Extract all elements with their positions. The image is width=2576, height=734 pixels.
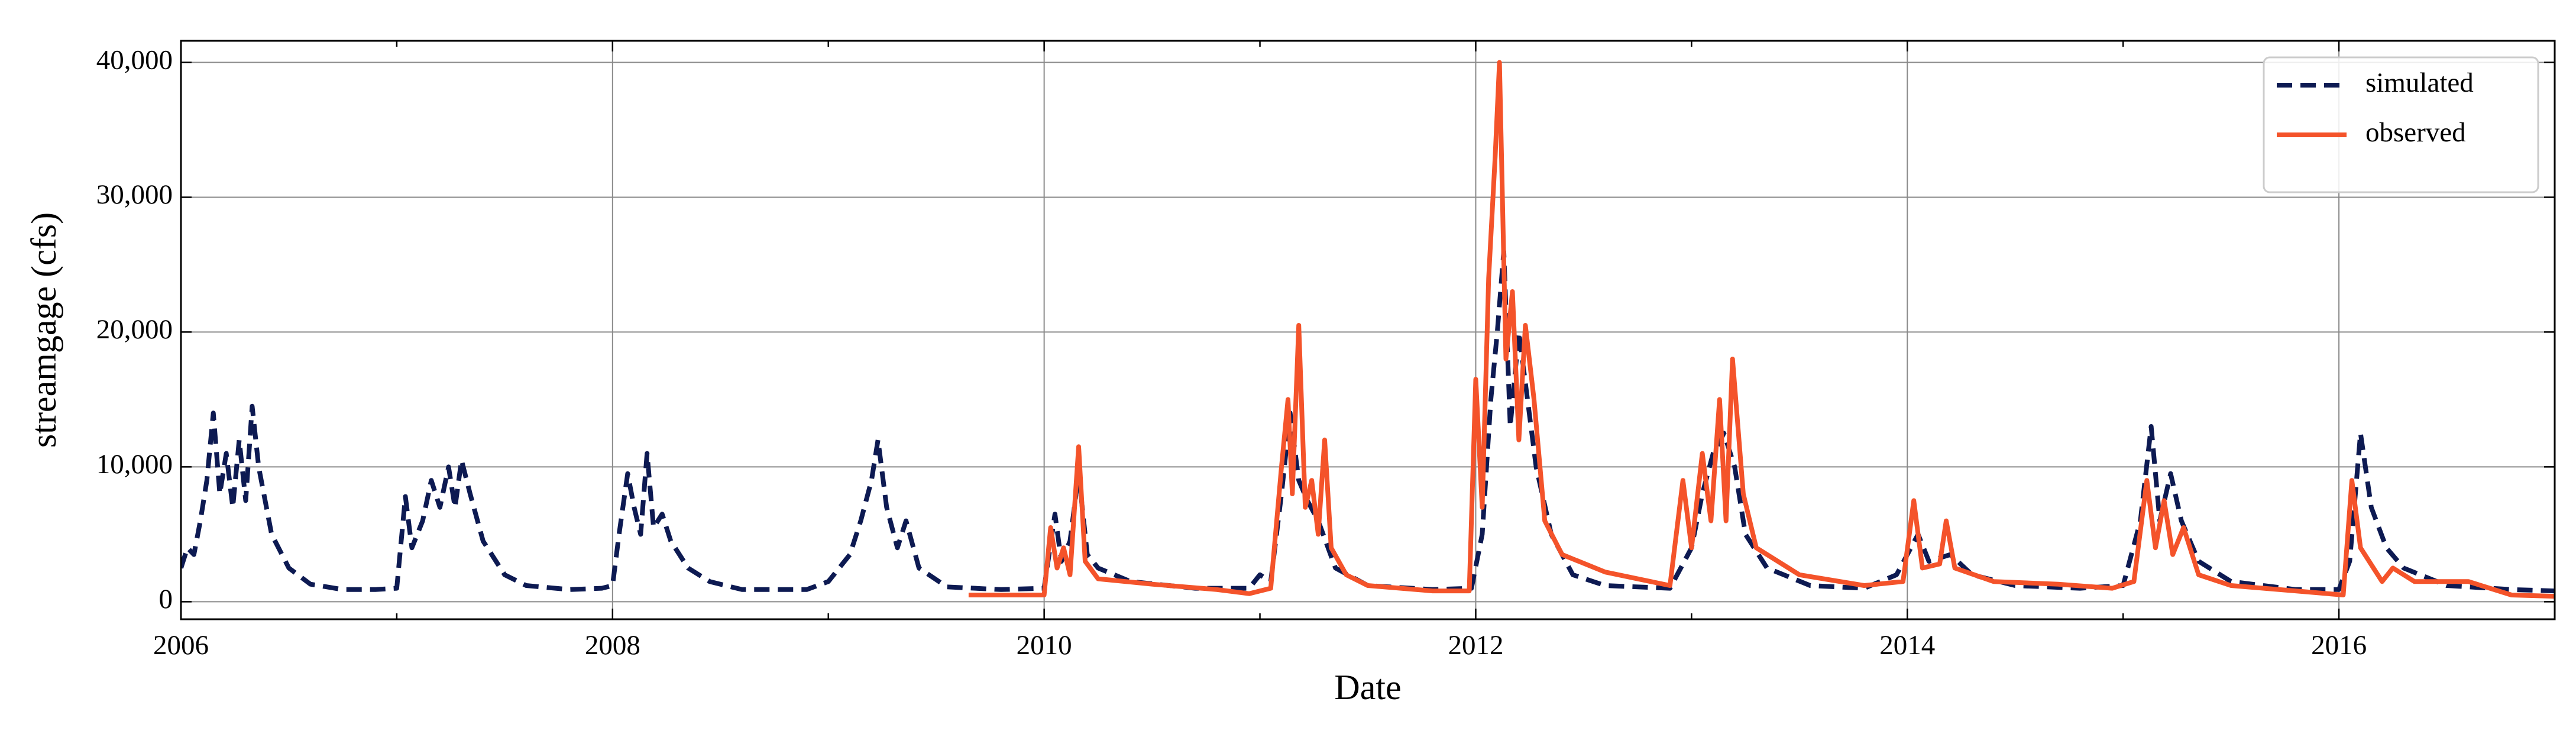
x-tick-label: 2014 (1879, 630, 1935, 661)
y-tick-label: 0 (159, 584, 173, 615)
plot-frame (180, 40, 2556, 620)
legend-label: observed (2365, 117, 2466, 148)
y-tick-label: 30,000 (96, 179, 173, 210)
x-tick-label: 2016 (2311, 630, 2367, 661)
y-axis-label: streamgage (cfs) (24, 212, 63, 448)
series-line (968, 60, 2555, 599)
x-tick-label: 2006 (153, 630, 209, 661)
x-tick-label: 2010 (1017, 630, 1072, 661)
legend-box (2263, 56, 2539, 193)
x-axis-label: Date (1334, 668, 1401, 707)
x-tick-label: 2012 (1448, 630, 1503, 661)
y-tick-label: 20,000 (96, 314, 173, 345)
legend-label: simulated (2365, 67, 2474, 98)
y-tick-label: 40,000 (96, 44, 173, 75)
y-tick-label: 10,000 (96, 449, 173, 480)
series-line (181, 248, 2555, 594)
x-tick-label: 2008 (585, 630, 640, 661)
